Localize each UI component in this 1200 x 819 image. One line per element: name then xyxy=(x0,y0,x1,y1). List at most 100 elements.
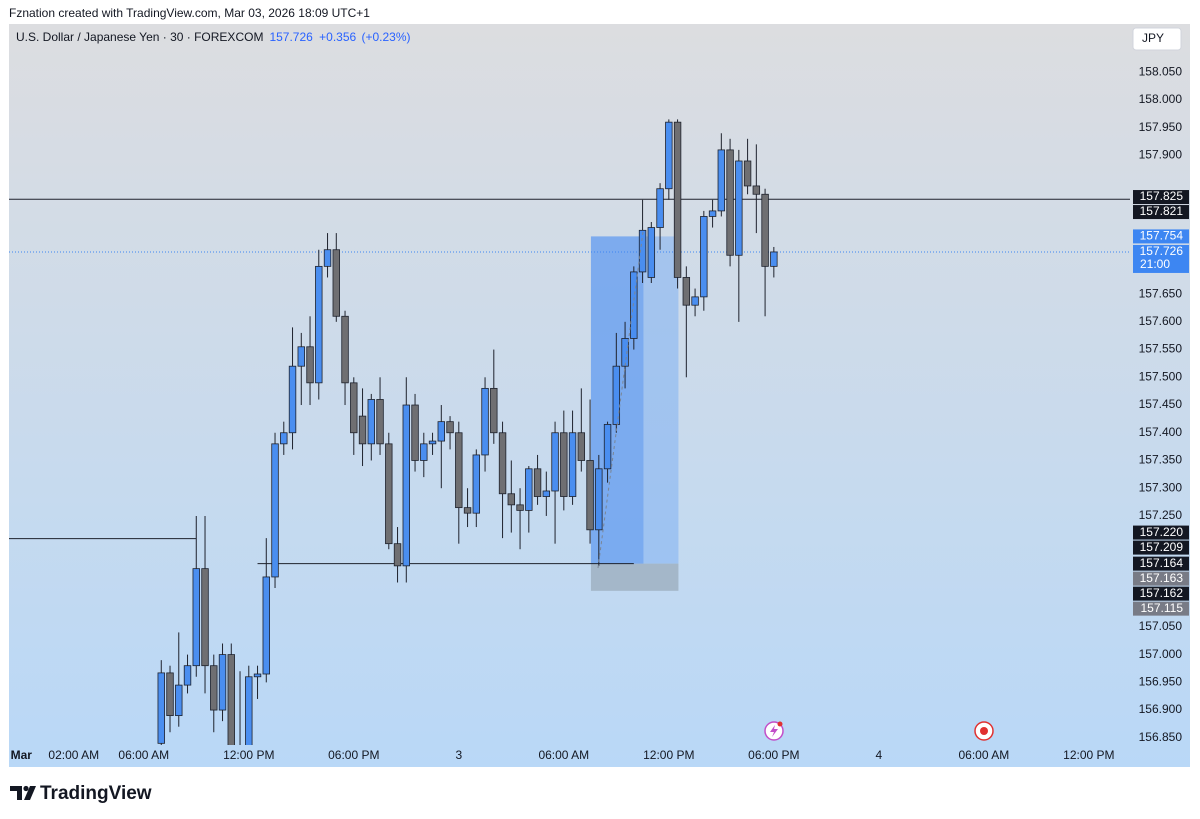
y-tick-label: 157.500 xyxy=(1139,369,1183,383)
y-tick-label: 156.950 xyxy=(1139,675,1183,689)
candle-body xyxy=(595,468,603,531)
candle-body xyxy=(717,149,726,212)
logo-mark xyxy=(24,786,36,800)
x-tick-label: 06:00 AM xyxy=(538,748,589,762)
candle-body xyxy=(227,654,235,745)
x-tick-label: 06:00 AM xyxy=(959,748,1010,762)
candle-body xyxy=(446,421,454,434)
price-label-box xyxy=(1133,601,1189,616)
y-tick-label: 158.000 xyxy=(1139,92,1183,106)
price-label: 157.825 xyxy=(1140,189,1184,203)
candle-body xyxy=(516,504,524,511)
price-label-box xyxy=(1133,190,1189,205)
candle-body xyxy=(218,654,227,711)
legend: U.S. Dollar / Japanese Yen · 30 · FOREXC… xyxy=(16,30,411,44)
logo-mark xyxy=(10,786,22,800)
candle-body xyxy=(367,399,375,445)
candle-body xyxy=(682,277,691,306)
brand-logo xyxy=(10,785,36,800)
candle-body xyxy=(297,346,305,367)
candle-body xyxy=(533,468,542,497)
candle-body xyxy=(437,421,445,442)
x-tick-label: 12:00 PM xyxy=(643,748,694,762)
candle-body xyxy=(490,387,498,434)
y-tick-label: 157.300 xyxy=(1139,480,1183,494)
x-tick-label: 06:00 AM xyxy=(118,748,169,762)
y-tick-label: 156.850 xyxy=(1139,730,1183,744)
candle-body xyxy=(183,665,192,686)
symbol-title: U.S. Dollar / Japanese Yen · 30 · FOREXC… xyxy=(16,30,263,44)
candle-body xyxy=(560,432,568,497)
y-tick-label: 157.400 xyxy=(1139,425,1183,439)
price-label: 157.754 xyxy=(1140,229,1184,243)
x-tick-label: 02:00 AM xyxy=(48,748,99,762)
x-tick-label: 12:00 PM xyxy=(223,748,274,762)
economic-event-dot xyxy=(980,727,988,735)
candle-body xyxy=(210,665,218,711)
candle-body xyxy=(586,460,594,531)
candle-body xyxy=(761,193,769,267)
currency-label: JPY xyxy=(1142,31,1164,45)
y-tick-label: 156.900 xyxy=(1139,702,1183,716)
price-label: 157.209 xyxy=(1140,540,1184,554)
brand-name: TradingView xyxy=(40,783,152,804)
candle-body xyxy=(638,229,647,273)
price-change: +0.356 xyxy=(319,30,356,44)
x-tick-label: 06:00 PM xyxy=(748,748,799,762)
price-label: 157.163 xyxy=(1140,571,1184,585)
candle-body xyxy=(498,432,507,495)
price-label: 157.821 xyxy=(1140,204,1184,218)
y-tick-label: 157.450 xyxy=(1139,397,1183,411)
price-label: 157.164 xyxy=(1140,556,1184,570)
price-label-box xyxy=(1133,540,1189,555)
candle-body xyxy=(551,432,559,492)
plot-area xyxy=(9,119,1130,745)
candle-body xyxy=(603,424,612,470)
price-label-box xyxy=(1133,586,1189,601)
x-tick-label: 12:00 PM xyxy=(1063,748,1114,762)
overlay xyxy=(597,231,994,741)
x-tick-label: 3 xyxy=(455,748,462,762)
candle-body xyxy=(341,315,349,384)
candle-body xyxy=(630,271,638,339)
candle-body xyxy=(262,576,270,675)
price-label-box xyxy=(1133,556,1189,571)
price-label-box xyxy=(1133,205,1189,220)
candle-body xyxy=(271,443,279,578)
trend-line xyxy=(597,231,644,569)
candle-body xyxy=(385,443,393,545)
y-tick-label: 157.900 xyxy=(1139,148,1183,162)
candle-body xyxy=(402,404,410,567)
time-scale: Mar 02:00 AM 06:00 AM 12:00 PM 06:00 PM 3 06:0… xyxy=(11,748,1115,762)
candle-body xyxy=(612,365,621,425)
price-label: 157.220 xyxy=(1140,525,1184,539)
price-label: 157.115 xyxy=(1141,601,1184,615)
candle-body xyxy=(481,387,489,456)
candle-body xyxy=(376,399,384,445)
x-tick-label: 4 xyxy=(876,748,883,762)
price-label-box xyxy=(1133,571,1189,586)
candle-body xyxy=(673,121,682,278)
candle-body xyxy=(332,249,340,317)
currency-button[interactable] xyxy=(1132,27,1182,51)
y-tick-label: 157.000 xyxy=(1139,647,1183,661)
y-tick-label: 157.350 xyxy=(1139,453,1183,467)
y-tick-label: 157.600 xyxy=(1139,314,1183,328)
y-tick-label: 158.050 xyxy=(1139,64,1183,78)
candle-body xyxy=(735,160,743,256)
event-icon-bolt xyxy=(770,725,778,737)
candle-body xyxy=(743,160,752,187)
price-label-box xyxy=(1133,244,1189,273)
price-label: 157.726 xyxy=(1140,244,1184,258)
candle-body xyxy=(708,210,717,217)
candle-body xyxy=(507,493,516,506)
candle-body xyxy=(315,265,323,384)
price-change-percent: (+0.23%) xyxy=(362,30,411,44)
candle-body xyxy=(411,404,419,461)
candle-body xyxy=(726,149,734,256)
candle-body xyxy=(577,432,586,461)
candle-body xyxy=(463,507,472,514)
last-price: 157.726 xyxy=(269,30,313,44)
